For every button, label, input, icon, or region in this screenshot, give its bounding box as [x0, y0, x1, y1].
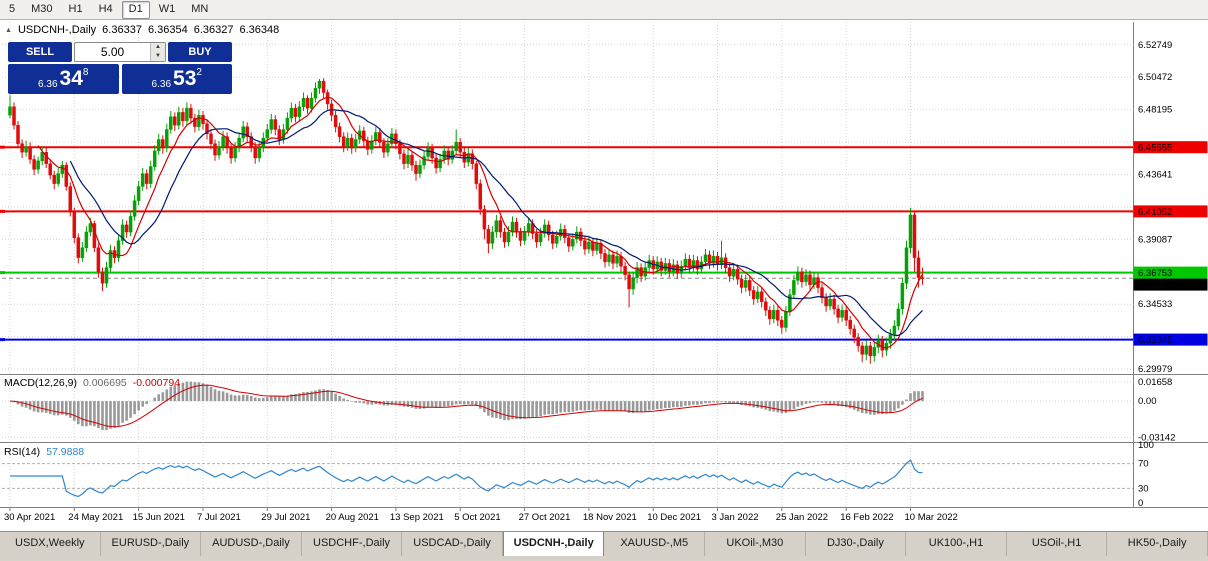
svg-text:70: 70 [1138, 459, 1149, 470]
timeframe-toolbar: 5 M30 H1 H4 D1 W1 MN [0, 0, 1208, 20]
svg-text:7 Jul 2021: 7 Jul 2021 [197, 512, 241, 523]
svg-text:6.45555: 6.45555 [1138, 143, 1172, 154]
rsi-indicator-header: RSI(14) 57.9888 [4, 446, 84, 458]
svg-text:-0.03142: -0.03142 [1138, 432, 1176, 443]
svg-text:13 Sep 2021: 13 Sep 2021 [390, 512, 444, 523]
chart-background [0, 20, 1208, 531]
high-value: 6.36354 [147, 24, 188, 36]
svg-text:6.32045: 6.32045 [1138, 335, 1172, 346]
buy-price-main: 53 [173, 67, 197, 90]
sell-price-prefix: 6.36 [38, 79, 58, 90]
svg-text:10 Dec 2021: 10 Dec 2021 [647, 512, 701, 523]
low-value: 6.36327 [193, 24, 234, 36]
volume-decrease-button[interactable]: ▼ [151, 52, 165, 61]
chart-tab-uk100-h1[interactable]: UK100-,H1 [906, 532, 1007, 556]
svg-text:6.36348: 6.36348 [1138, 280, 1172, 291]
macd-indicator-header: MACD(12,26,9) 0.006695 -0.000794 [4, 377, 180, 389]
svg-text:18 Nov 2021: 18 Nov 2021 [583, 512, 637, 523]
svg-text:30 Apr 2021: 30 Apr 2021 [4, 512, 55, 523]
svg-text:6.48195: 6.48195 [1138, 105, 1172, 116]
svg-text:27 Oct 2021: 27 Oct 2021 [519, 512, 571, 523]
price-badges: 6.45555 6.41052 6.36753 6.32045 6.36348 [1133, 141, 1208, 346]
close-value: 6.36348 [239, 24, 280, 36]
volume-increase-button[interactable]: ▲ [151, 43, 165, 52]
svg-text:24 May 2021: 24 May 2021 [68, 512, 123, 523]
timeframe-button-h4[interactable]: H4 [98, 2, 113, 15]
open-value: 6.36337 [102, 24, 142, 36]
chart-tab-ukoil-m30[interactable]: UKOil-,M30 [705, 532, 806, 556]
rsi-title: RSI(14) [4, 446, 41, 458]
svg-text:100: 100 [1138, 440, 1154, 451]
svg-text:6.50472: 6.50472 [1138, 72, 1172, 83]
chart-tab-usoil-h1[interactable]: USOil-,H1 [1007, 532, 1108, 556]
svg-text:20 Aug 2021: 20 Aug 2021 [326, 512, 379, 523]
svg-text:6.52749: 6.52749 [1138, 40, 1172, 51]
svg-text:30: 30 [1138, 483, 1149, 494]
chart-tab-usdx-weekly[interactable]: USDX,Weekly [0, 532, 101, 556]
svg-text:15 Jun 2021: 15 Jun 2021 [133, 512, 185, 523]
svg-text:5 Oct 2021: 5 Oct 2021 [454, 512, 500, 523]
sell-price-pip: 8 [82, 67, 89, 78]
chart-tab-eurusd-daily[interactable]: EURUSD-,Daily [101, 532, 202, 556]
chart-tab-usdchf-daily[interactable]: USDCHF-,Daily [302, 532, 403, 556]
svg-text:6.36753: 6.36753 [1138, 268, 1172, 279]
time-axis[interactable]: 30 Apr 2021 24 May 2021 15 Jun 2021 7 Jul 2… [4, 507, 958, 523]
svg-text:6.29979: 6.29979 [1138, 364, 1172, 375]
svg-text:10 Mar 2022: 10 Mar 2022 [905, 512, 958, 523]
sell-price-main: 34 [59, 67, 83, 90]
sell-price-display[interactable]: 6.36 34 8 [8, 64, 119, 94]
svg-text:6.34533: 6.34533 [1138, 299, 1172, 310]
price-axis[interactable]: 6.52749 6.50472 6.48195 6.43641 6.39087 6.345… [1138, 40, 1176, 509]
chart-tab-audusd-daily[interactable]: AUDUSD-,Daily [201, 532, 302, 556]
volume-value[interactable]: 5.00 [100, 45, 125, 59]
chart-ohlc-header: ▲ USDCNH-,Daily 6.36337 6.36354 6.36327 … [5, 24, 279, 36]
chart-tab-xauusd-m5[interactable]: XAUUSD-,M5 [604, 532, 706, 556]
timeframe-button-h1[interactable]: H1 [68, 2, 83, 15]
macd-pane [9, 381, 924, 431]
svg-text:0.00: 0.00 [1138, 396, 1157, 407]
collapse-arrow-icon[interactable]: ▲ [5, 26, 12, 34]
sell-button[interactable]: SELL [8, 42, 72, 62]
svg-text:6.43641: 6.43641 [1138, 170, 1172, 181]
timeframe-button-5[interactable]: 5 [9, 2, 16, 15]
macd-main-value: 0.006695 [82, 377, 127, 389]
buy-price-display[interactable]: 6.36 53 2 [121, 64, 232, 94]
one-click-trading-panel: SELL 5.00 ▲ ▼ BUY 6.36 34 8 6.36 53 2 [8, 42, 232, 94]
chart-tab-dj30-daily[interactable]: DJ30-,Daily [806, 532, 907, 556]
grid [2, 22, 1133, 507]
symbol-timeframe-label: USDCNH-,Daily [17, 24, 97, 36]
horizontal-lines [0, 145, 1133, 342]
pane-separators [0, 22, 1208, 508]
svg-text:3 Jan 2022: 3 Jan 2022 [712, 512, 759, 523]
macd-signal-value: -0.000794 [132, 377, 181, 389]
buy-price-pip: 2 [196, 67, 202, 78]
svg-text:0: 0 [1138, 498, 1143, 509]
chart-tab-usdcnh-daily[interactable]: USDCNH-,Daily [502, 532, 605, 556]
timeframe-button-mn[interactable]: MN [191, 2, 209, 15]
buy-button[interactable]: BUY [168, 42, 232, 62]
timeframe-button-w1[interactable]: W1 [158, 2, 176, 15]
svg-text:25 Jan 2022: 25 Jan 2022 [776, 512, 828, 523]
moving-averages [37, 96, 924, 349]
rsi-pane [10, 459, 923, 498]
chart-tab-hk50-daily[interactable]: HK50-,Daily [1107, 532, 1208, 556]
svg-text:0.01658: 0.01658 [1138, 377, 1172, 388]
svg-text:29 Jul 2021: 29 Jul 2021 [261, 512, 310, 523]
rsi-value: 57.9888 [46, 446, 85, 458]
timeframe-button-m30[interactable]: M30 [31, 2, 53, 15]
volume-spinbox[interactable]: 5.00 ▲ ▼ [74, 42, 166, 62]
svg-text:16 Feb 2022: 16 Feb 2022 [840, 512, 893, 523]
timeframe-button-d1[interactable]: D1 [121, 0, 150, 19]
svg-text:6.41052: 6.41052 [1138, 207, 1172, 218]
svg-text:6.39087: 6.39087 [1138, 234, 1172, 245]
chart-tab-bar: USDX,Weekly EURUSD-,Daily AUDUSD-,Daily USD… [0, 531, 1208, 556]
buy-price-prefix: 6.36 [151, 79, 172, 90]
volume-spinner: ▲ ▼ [150, 43, 165, 61]
chart-tab-usdcad-daily[interactable]: USDCAD-,Daily [402, 532, 503, 556]
macd-title: MACD(12,26,9) [4, 377, 77, 389]
